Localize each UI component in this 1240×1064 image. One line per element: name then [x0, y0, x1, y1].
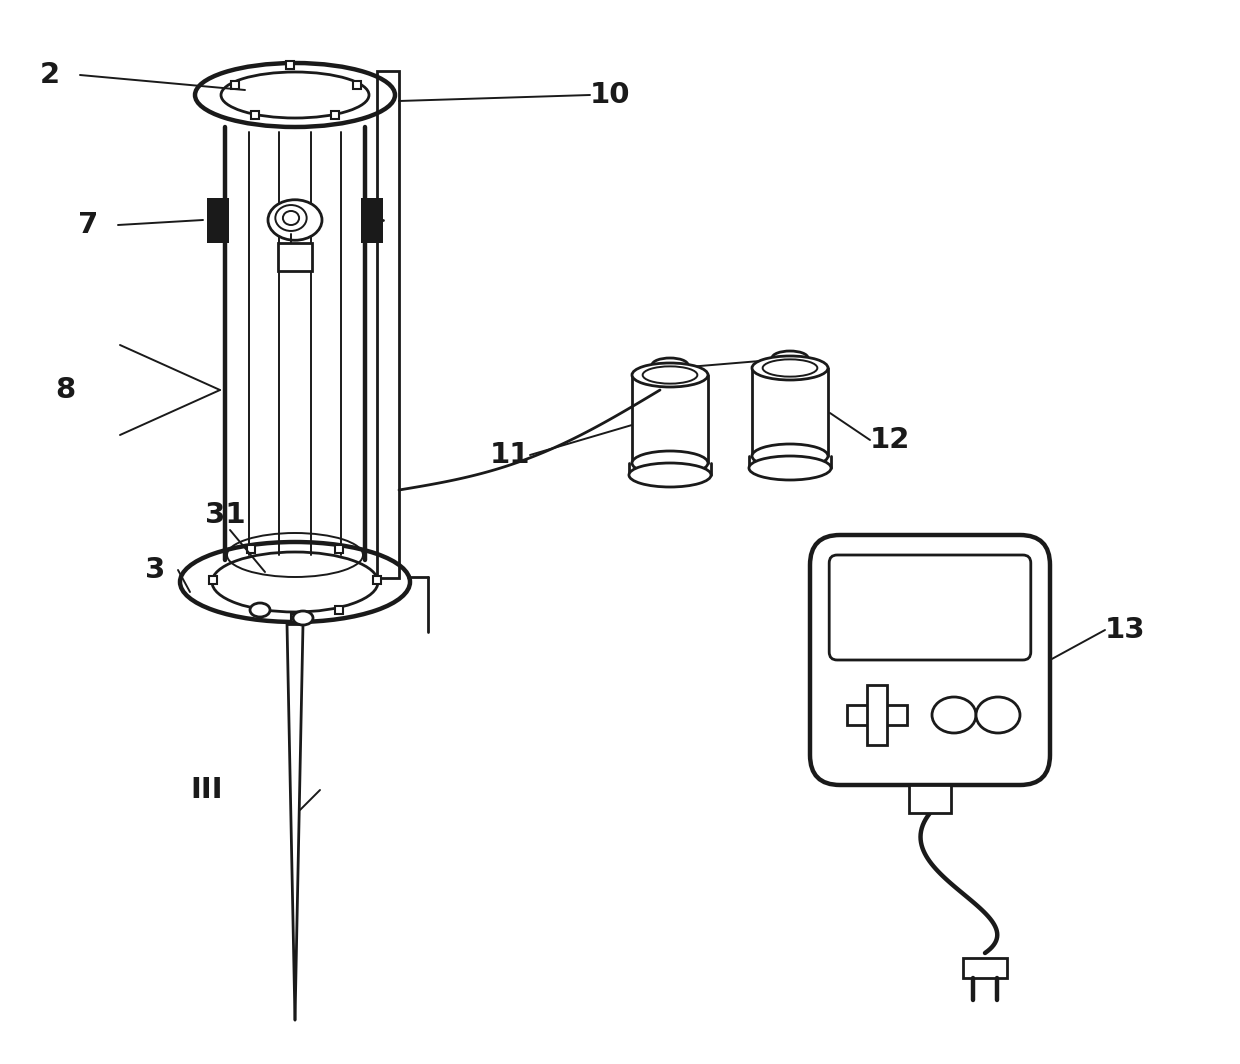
Bar	[353, 81, 361, 89]
Text: 10: 10	[590, 81, 630, 109]
Ellipse shape	[632, 451, 708, 475]
Bar	[335, 545, 343, 553]
Bar	[867, 685, 887, 745]
Ellipse shape	[652, 368, 688, 382]
FancyBboxPatch shape	[810, 535, 1050, 785]
Ellipse shape	[773, 351, 808, 365]
Ellipse shape	[652, 358, 688, 372]
Bar	[335, 606, 343, 614]
Bar	[361, 198, 383, 243]
Bar	[291, 614, 299, 622]
Bar	[250, 111, 259, 119]
Bar	[847, 705, 908, 725]
Ellipse shape	[751, 356, 828, 380]
Bar	[231, 81, 239, 89]
Bar	[963, 958, 1007, 978]
Text: 12: 12	[870, 426, 910, 454]
Bar	[909, 785, 951, 813]
Ellipse shape	[293, 611, 312, 625]
Bar	[207, 198, 229, 243]
Bar	[286, 61, 294, 69]
Ellipse shape	[749, 456, 831, 480]
FancyBboxPatch shape	[830, 555, 1030, 660]
Ellipse shape	[976, 697, 1021, 733]
Ellipse shape	[632, 363, 708, 387]
Text: 11: 11	[490, 440, 531, 469]
Text: 7: 7	[78, 211, 98, 239]
Text: 2: 2	[40, 61, 60, 89]
Text: 8: 8	[55, 376, 76, 404]
Bar	[210, 576, 217, 584]
Ellipse shape	[268, 200, 322, 240]
Bar	[331, 111, 339, 119]
Bar	[278, 243, 312, 271]
Text: 31: 31	[205, 501, 246, 529]
Bar	[377, 71, 399, 578]
Ellipse shape	[773, 361, 808, 375]
Bar	[247, 545, 255, 553]
Ellipse shape	[629, 463, 711, 487]
Text: 13: 13	[1105, 616, 1146, 644]
Ellipse shape	[751, 444, 828, 468]
Bar	[373, 576, 381, 584]
Text: III: III	[190, 776, 223, 804]
Text: 3: 3	[145, 556, 165, 584]
Ellipse shape	[250, 603, 270, 617]
Ellipse shape	[932, 697, 976, 733]
